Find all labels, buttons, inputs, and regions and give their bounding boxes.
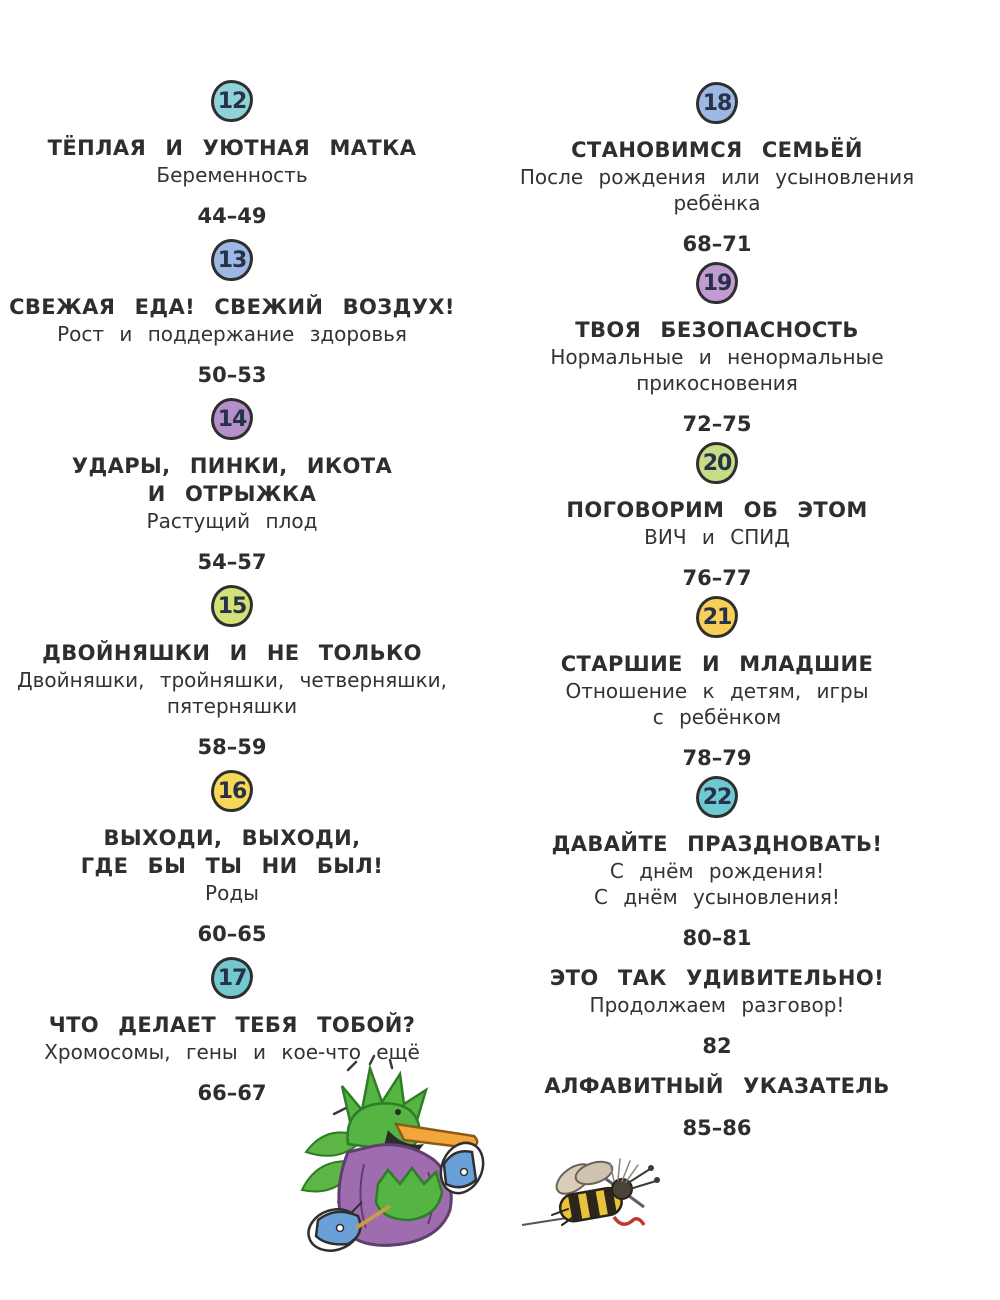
chapter-page-range: 82 [702,1034,732,1058]
toc-entry: 18 СТАНОВИМСЯ СЕМЬЁЙ После рождения или ус… [482,82,952,258]
chapter-subtitle-line: Роды [205,881,259,905]
chapter-number-badge: 15 [211,585,253,627]
chapter-subtitle-line: С днём усыновления! [594,885,840,909]
chapter-page-range: 66–67 [197,1081,267,1105]
chapter-title-line: ЭТО ТАК УДИВИТЕЛЬНО! [549,966,885,990]
chapter-title-line: СВЕЖАЯ ЕДА! СВЕЖИЙ ВОЗДУХ! [9,295,455,319]
chapter-number: 22 [702,784,733,810]
chapter-number: 15 [217,593,248,619]
chapter-number: 13 [217,247,248,273]
chapter-number: 19 [702,270,733,296]
chapter-number: 14 [217,406,248,432]
chapter-number-badge: 17 [211,957,253,999]
chapter-subtitle-line: Двойняшки, тройняшки, четверняшки, [16,668,448,692]
chapter-number: 12 [217,88,248,114]
chapter-number: 20 [702,450,733,476]
chapter-page-range: 76–77 [682,566,752,590]
toc-entry: 17 ЧТО ДЕЛАЕТ ТЕБЯ ТОБОЙ? Хромосомы, гены … [2,957,462,1107]
chapter-number: 21 [702,604,733,630]
toc-column-left: 12 ТЁПЛАЯ И УЮТНАЯ МАТКА Беременность 44–49… [2,0,462,1116]
chapter-number-badge: 21 [696,596,738,638]
toc-entry: АЛФАВИТНЫЙ УКАЗАТЕЛЬ 85–86 [482,1072,952,1142]
chapter-subtitle-line: С днём рождения! [609,859,825,883]
chapter-subtitle-line: пятерняшки [166,694,298,718]
chapter-subtitle-line: Растущий плод [146,509,318,533]
chapter-number-badge: 18 [696,82,738,124]
chapter-subtitle-line: ребёнка [673,191,761,215]
chapter-page-range: 54–57 [197,550,267,574]
chapter-page-range: 50–53 [197,363,267,387]
chapter-number-badge: 14 [211,398,253,440]
bee-character-illustration [521,1158,660,1226]
chapter-number-badge: 16 [211,770,253,812]
chapter-subtitle-line: Отношение к детям, игры [565,679,869,703]
toc-entry: 16 ВЫХОДИ, ВЫХОДИ, ГДЕ БЫ ТЫ НИ БЫЛ! Роды 60… [2,770,462,948]
chapter-number: 18 [702,90,733,116]
chapter-title-line: ВЫХОДИ, ВЫХОДИ, [103,826,361,850]
toc-entry: 19 ТВОЯ БЕЗОПАСНОСТЬ Нормальные и ненормал… [482,262,952,438]
chapter-number: 17 [217,965,248,991]
chapter-page-range: 58–59 [197,735,267,759]
chapter-title-line: И ОТРЫЖКА [147,482,317,506]
chapter-subtitle-line: После рождения или усыновления [519,165,915,189]
chapter-page-range: 68–71 [682,232,752,256]
chapter-title-line: ЧТО ДЕЛАЕТ ТЕБЯ ТОБОЙ? [48,1013,416,1037]
chapter-subtitle-line: Рост и поддержание здоровья [57,322,407,346]
toc-entry: 20 ПОГОВОРИМ ОБ ЭТОМ ВИЧ и СПИД 76–77 [482,442,952,592]
chapter-page-range: 44–49 [197,204,267,228]
chapter-subtitle-line: с ребёнком [652,705,782,729]
toc-column-right: 18 СТАНОВИМСЯ СЕМЬЁЙ После рождения или ус… [482,0,952,1146]
chapter-subtitle-line: Продолжаем разговор! [589,993,845,1017]
chapter-title-line: СТАРШИЕ И МЛАДШИЕ [560,652,874,676]
toc-entry: 13 СВЕЖАЯ ЕДА! СВЕЖИЙ ВОЗДУХ! Рост и подде… [2,239,462,389]
chapter-title-line: АЛФАВИТНЫЙ УКАЗАТЕЛЬ [544,1074,890,1098]
chapter-page-range: 72–75 [682,412,752,436]
toc-entry: 12 ТЁПЛАЯ И УЮТНАЯ МАТКА Беременность 44–49 [2,80,462,230]
chapter-subtitle-line: ВИЧ и СПИД [644,525,790,549]
chapter-page-range: 80–81 [682,926,752,950]
toc-entry: 21 СТАРШИЕ И МЛАДШИЕ Отношение к детям, иг… [482,596,952,772]
chapter-number-badge: 13 [211,239,253,281]
chapter-number-badge: 12 [211,80,253,122]
toc-entry: 14 УДАРЫ, ПИНКИ, ИКОТА И ОТРЫЖКА Растущий п… [2,398,462,576]
chapter-subtitle-line: прикосновения [636,371,798,395]
chapter-title-line: ПОГОВОРИМ ОБ ЭТОМ [566,498,868,522]
chapter-number-badge: 20 [696,442,738,484]
duck-character-illustration [300,1054,485,1252]
chapter-number-badge: 19 [696,262,738,304]
chapter-number: 16 [217,778,248,804]
chapter-title-line: ДВОЙНЯШКИ И НЕ ТОЛЬКО [42,641,422,665]
chapter-title-line: ДАВАЙТЕ ПРАЗДНОВАТЬ! [551,832,883,856]
chapter-page-range: 60–65 [197,922,267,946]
chapter-title-line: ТВОЯ БЕЗОПАСНОСТЬ [575,318,859,342]
chapter-title-line: ГДЕ БЫ ТЫ НИ БЫЛ! [80,854,384,878]
chapter-subtitle-line: Беременность [156,163,308,187]
chapter-page-range: 85–86 [682,1116,752,1140]
chapter-subtitle-line: Нормальные и ненормальные [550,345,884,369]
chapter-page-range: 78–79 [682,746,752,770]
toc-entry: 22 ДАВАЙТЕ ПРАЗДНОВАТЬ! С днём рождения! С … [482,776,952,952]
chapter-subtitle-line: Хромосомы, гены и кое-что ещё [44,1040,420,1064]
chapter-title-line: УДАРЫ, ПИНКИ, ИКОТА [71,454,393,478]
chapter-title-line: ТЁПЛАЯ И УЮТНАЯ МАТКА [47,136,417,160]
toc-entry: 15 ДВОЙНЯШКИ И НЕ ТОЛЬКО Двойняшки, тройня… [2,585,462,761]
chapter-number-badge: 22 [696,776,738,818]
chapter-title-line: СТАНОВИМСЯ СЕМЬЁЙ [571,138,863,162]
toc-entry: ЭТО ТАК УДИВИТЕЛЬНО! Продолжаем разговор!… [482,964,952,1060]
